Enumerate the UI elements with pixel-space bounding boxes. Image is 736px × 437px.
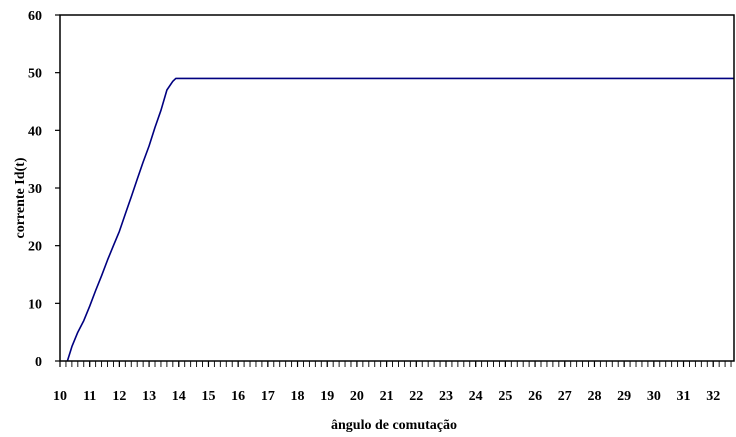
x-tick-label: 21 <box>380 389 394 404</box>
x-tick-label: 17 <box>261 389 275 404</box>
x-tick-label: 30 <box>647 389 661 404</box>
x-tick-label: 23 <box>439 389 453 404</box>
y-tick-label: 50 <box>28 67 42 82</box>
x-tick-label: 22 <box>409 389 423 404</box>
x-tick-label: 32 <box>706 389 720 404</box>
y-tick-label: 0 <box>35 355 42 370</box>
x-tick-label: 16 <box>231 389 245 404</box>
x-tick-label: 24 <box>469 389 483 404</box>
y-tick-label: 20 <box>28 240 42 255</box>
x-tick-label: 28 <box>587 389 601 404</box>
y-tick-label: 60 <box>28 9 42 24</box>
x-axis-title: ângulo de comutação <box>331 418 457 433</box>
y-axis-title: corrente Id(t) <box>13 157 28 238</box>
x-tick-label: 10 <box>53 389 67 404</box>
x-tick-label: 12 <box>112 389 126 404</box>
x-tick-label: 18 <box>291 389 305 404</box>
x-tick-label: 31 <box>677 389 691 404</box>
x-tick-label: 20 <box>350 389 364 404</box>
x-tick-label: 14 <box>172 389 186 404</box>
x-tick-label: 11 <box>83 389 96 404</box>
y-axis-tick-labels: 0 10 20 30 40 50 60 <box>28 9 42 370</box>
x-tick-label: 15 <box>201 389 215 404</box>
x-tick-label: 25 <box>498 389 512 404</box>
y-tick-label: 10 <box>28 297 42 312</box>
y-axis-ticks <box>55 14 60 362</box>
series-layer <box>66 77 734 362</box>
plot-area-frame <box>59 14 735 362</box>
x-tick-label: 29 <box>617 389 631 404</box>
y-tick-label: 40 <box>28 124 42 139</box>
x-tick-label: 13 <box>142 389 156 404</box>
x-tick-label: 19 <box>320 389 334 404</box>
x-tick-label: 27 <box>558 389 572 404</box>
x-axis-minor-ticks <box>65 361 732 367</box>
x-axis-tick-labels: 10 11 12 13 14 15 16 17 18 19 20 21 22 23 24 25 26 27 28 29… <box>53 389 720 404</box>
series-line <box>66 77 734 362</box>
x-tick-label: 26 <box>528 389 542 404</box>
y-tick-label: 30 <box>28 182 42 197</box>
